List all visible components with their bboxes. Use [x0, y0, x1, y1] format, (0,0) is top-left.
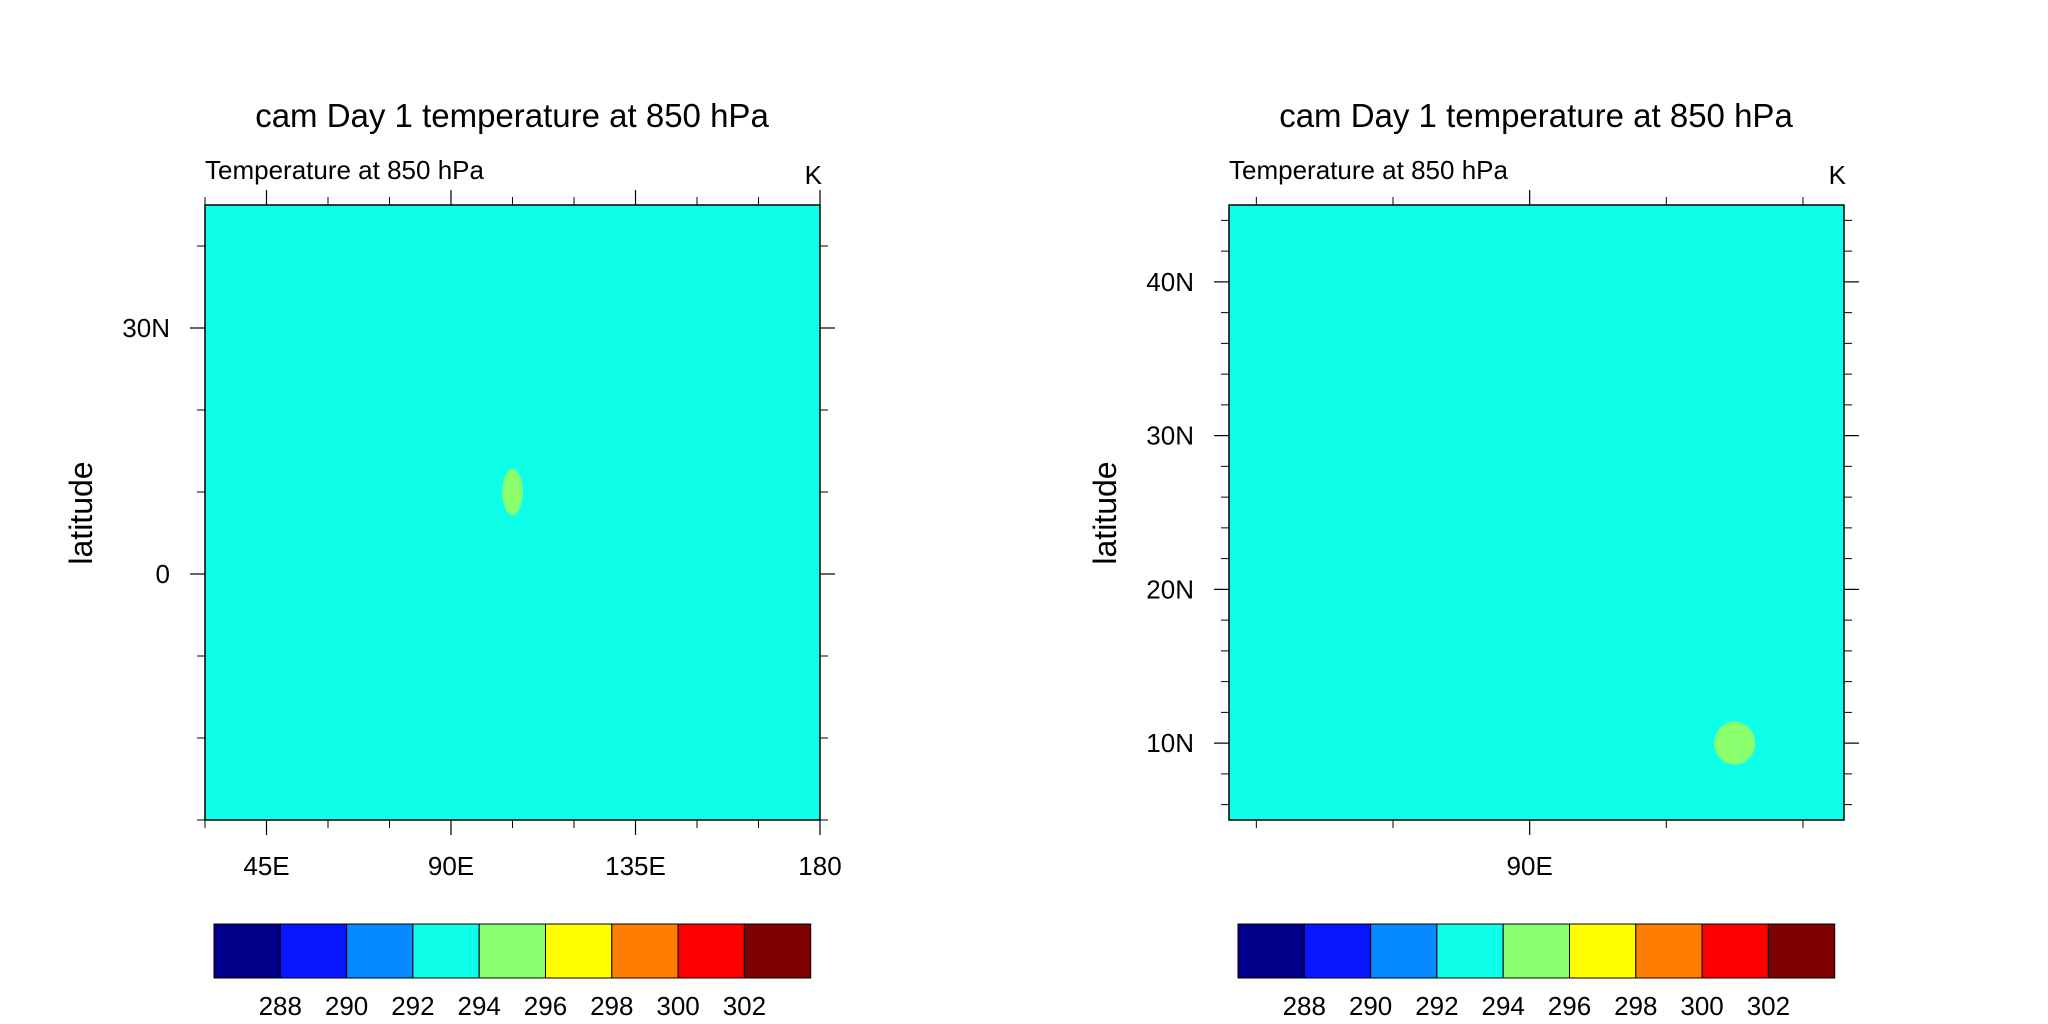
colorbar-label: 296 [1548, 991, 1591, 1021]
y-tick-label: 20N [1146, 574, 1194, 604]
y-tick-label: 10N [1146, 728, 1194, 758]
panel-right: cam Day 1 temperature at 850 hPa Tempera… [1087, 97, 1859, 1021]
left-subtitle: Temperature at 850 hPa [205, 155, 484, 185]
colorbar-box [677, 923, 745, 979]
y-axis-label: latitude [63, 461, 99, 564]
colorbar-box [1370, 923, 1438, 979]
colorbar-label: 292 [391, 991, 434, 1021]
y-axis-label: latitude [1087, 461, 1123, 564]
y-tick-label: 40N [1146, 267, 1194, 297]
colorbar-label: 292 [1415, 991, 1458, 1021]
y-tick-label: 30N [122, 313, 170, 343]
colorbar-box [1635, 923, 1703, 979]
colorbar-label: 298 [1614, 991, 1657, 1021]
x-tick-label: 90E [428, 851, 474, 881]
colorbar-box [478, 923, 547, 979]
colorbar-box [743, 923, 812, 979]
chart-title: cam Day 1 temperature at 850 hPa [255, 97, 769, 134]
field-background [1229, 205, 1844, 820]
colorbar-box [1502, 923, 1570, 979]
units-label: K [1829, 160, 1847, 190]
plot-frame [1228, 204, 1845, 821]
colorbar-box [611, 923, 679, 979]
colorbar-box [1436, 923, 1504, 979]
colorbar-label: 294 [458, 991, 501, 1021]
colorbar-label: 288 [1283, 991, 1326, 1021]
colorbar-label: 302 [1747, 991, 1790, 1021]
colorbar-box [412, 923, 480, 979]
colorbar-label: 290 [1349, 991, 1392, 1021]
colorbar-label: 290 [325, 991, 368, 1021]
x-tick-label: 45E [243, 851, 289, 881]
colorbar-box [1767, 923, 1836, 979]
colorbar-box [346, 923, 414, 979]
left-subtitle: Temperature at 850 hPa [1229, 155, 1508, 185]
x-tick-label: 90E [1507, 851, 1553, 881]
units-label: K [805, 160, 823, 190]
colorbar-box [213, 923, 281, 979]
colorbar-label: 300 [1680, 991, 1723, 1021]
temperature-contour [1714, 721, 1756, 765]
colorbar-label: 298 [590, 991, 633, 1021]
chart-title: cam Day 1 temperature at 850 hPa [1279, 97, 1793, 134]
colorbar-box [1701, 923, 1769, 979]
colorbar-label: 300 [656, 991, 699, 1021]
colorbar-box [279, 923, 348, 979]
panel-left: cam Day 1 temperature at 850 hPa Tempera… [63, 97, 842, 1021]
colorbar-box [1237, 923, 1305, 979]
colorbar-label: 288 [259, 991, 302, 1021]
x-tick-label: 135E [605, 851, 666, 881]
x-tick-label: 180 [798, 851, 841, 881]
colorbar-label: 294 [1482, 991, 1525, 1021]
colorbar-box [1569, 923, 1637, 979]
colorbar-label: 296 [524, 991, 567, 1021]
colorbar-box [1303, 923, 1372, 979]
colorbar-label: 302 [723, 991, 766, 1021]
y-tick-label: 30N [1146, 421, 1194, 451]
y-tick-label: 0 [156, 559, 170, 589]
temperature-contour [502, 469, 523, 515]
colorbar-box [545, 923, 613, 979]
